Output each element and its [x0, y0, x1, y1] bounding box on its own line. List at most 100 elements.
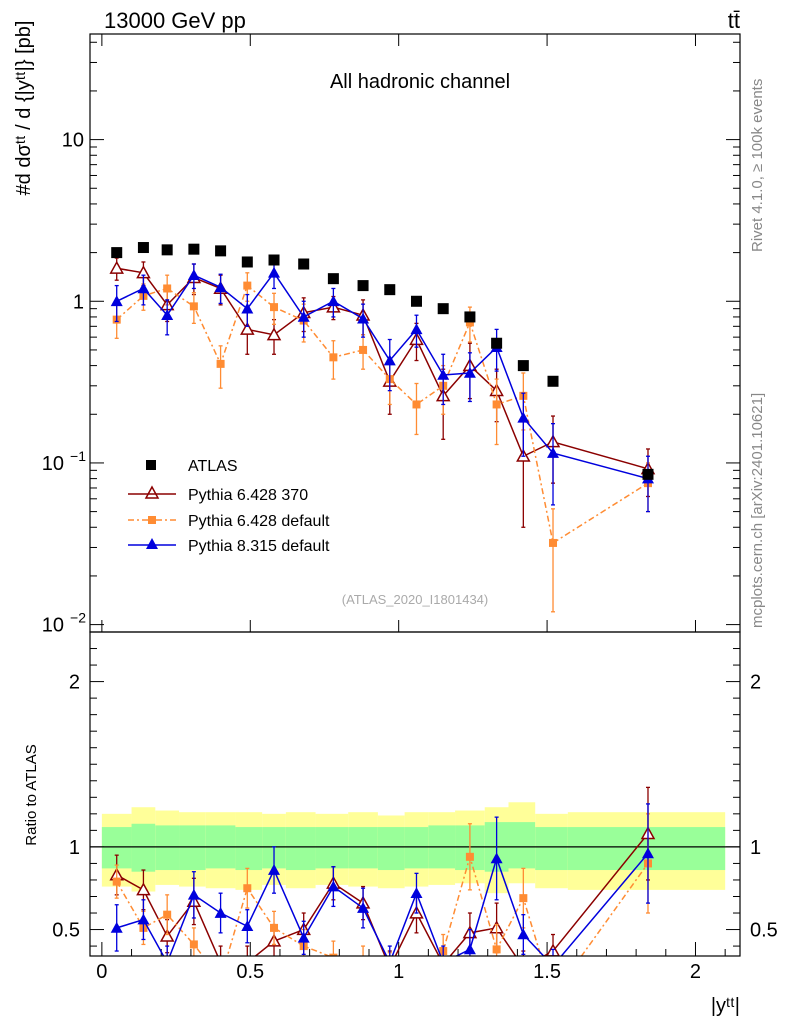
- main-series-2-marker: [549, 538, 558, 547]
- ratio-series-1-marker: [517, 962, 529, 973]
- ratio-series-2-marker: [412, 970, 420, 978]
- ratio-band-green: [535, 827, 568, 871]
- main-atlas-marker: [464, 311, 476, 323]
- ratio-series-3-marker: [110, 921, 123, 933]
- ratio-x-tick-label: 1: [393, 961, 404, 983]
- ratio-series-3-marker: [161, 957, 173, 968]
- main-series-2-marker: [189, 302, 198, 311]
- ratio-series-2-marker: [465, 852, 474, 861]
- ratio-series-3-marker: [327, 880, 340, 892]
- main-series-3-marker: [357, 312, 370, 324]
- main-atlas-marker: [491, 337, 503, 349]
- ratio-y-tick-label: 1: [69, 837, 80, 859]
- ratio-series-3-marker: [297, 931, 310, 943]
- ratio-band-green: [155, 825, 180, 871]
- ratio-series-3-marker: [241, 920, 254, 932]
- watermark: (ATLAS_2020_I1801434): [342, 592, 488, 607]
- ratio-y-tick-label-right: 1: [750, 837, 761, 859]
- ratio-band-green: [315, 827, 349, 869]
- main-series-1-marker: [109, 260, 124, 274]
- main-atlas-marker: [268, 254, 280, 266]
- main-series-1-marker: [266, 327, 282, 341]
- main-atlas-marker: [327, 273, 339, 285]
- ratio-y-tick-label-right: 2: [750, 672, 761, 694]
- ratio-y-label: Ratio to ATLAS: [23, 744, 40, 845]
- ratio-x-tick-label: 2: [690, 961, 701, 983]
- ratio-band-green: [235, 827, 263, 871]
- ratio-band-green: [377, 827, 405, 871]
- main-series-3-group: [110, 259, 654, 513]
- legend-label-p8-default: Pythia 8.315 default: [188, 538, 330, 555]
- ratio-series-3-marker: [214, 907, 227, 918]
- ratio-series-2-marker: [163, 910, 172, 919]
- main-atlas-marker: [215, 245, 227, 257]
- ratio-band-green: [179, 825, 206, 871]
- ratio-panel: 0.5 0.5 1 1 2 2 0 0.5 1 1.5 2 Ratio to ATLAS |yᵗᵗ|: [23, 631, 778, 1017]
- ratio-frame: [89, 631, 741, 957]
- main-series-3-marker: [187, 269, 200, 280]
- legend-label-atlas: ATLAS: [188, 458, 238, 475]
- rivet-label: Rivet 4.1.0, ≥ 100k events: [749, 79, 766, 252]
- ratio-series-1-marker: [159, 928, 175, 942]
- ratio-series-2-marker: [189, 940, 198, 949]
- main-series-1-marker: [240, 321, 255, 335]
- main-series-3-marker: [437, 368, 450, 380]
- main-series-1-line: [116, 267, 649, 470]
- main-title: All hadronic channel: [330, 71, 510, 93]
- main-series-3-marker: [161, 309, 174, 321]
- process-label: tt̄: [728, 8, 740, 33]
- main-atlas-marker: [437, 303, 449, 315]
- main-atlas-marker: [357, 280, 369, 292]
- main-series-2-marker: [329, 353, 338, 362]
- main-series-2-line: [116, 284, 649, 545]
- main-atlas-marker: [384, 284, 396, 296]
- main-series-3-marker: [268, 266, 281, 278]
- ratio-series-3-marker: [463, 943, 476, 955]
- ratio-series-2-line: [116, 854, 649, 956]
- ratio-series-2-marker: [243, 884, 252, 893]
- main-y-label: #d dσᵗᵗ / d {|yᵗᵗ|} [pb]: [13, 21, 35, 196]
- legend: ATLAS Pythia 6.428 370 Pythia 6.428 defa…: [128, 458, 330, 555]
- ratio-series-3-marker: [268, 864, 281, 875]
- legend-label-p6-370: Pythia 6.428 370: [188, 487, 308, 504]
- main-panel: 10 −2 10 −1 1 10 All hadronic channel #d dσᵗᵗ…: [13, 21, 741, 637]
- main-series-2-group: [112, 272, 652, 613]
- main-atlas-marker: [137, 242, 149, 254]
- main-y-tick-label: 10: [42, 453, 64, 475]
- main-atlas-marker: [517, 360, 529, 372]
- main-y-tick-exponent: −2: [70, 610, 86, 626]
- ratio-series-3-line: [116, 853, 649, 956]
- ratio-series-3-marker: [490, 852, 503, 864]
- legend-marker-p6-default: [148, 516, 156, 524]
- ratio-series-1-marker: [437, 958, 449, 969]
- main-series-3-marker: [463, 367, 476, 378]
- main-series-3-marker: [137, 282, 150, 294]
- ratio-y-tick-label-right: 0.5: [750, 920, 778, 942]
- main-series-3-marker: [214, 281, 227, 293]
- ratio-series-2-marker: [519, 894, 528, 903]
- main-atlas-marker: [188, 243, 200, 255]
- ratio-band-green: [348, 827, 378, 869]
- main-series-2-marker: [243, 281, 252, 290]
- main-series-3-marker: [517, 411, 530, 423]
- energy-label: 13000 GeV pp: [104, 8, 246, 33]
- ratio-series-3-marker: [357, 902, 370, 913]
- ratio-x-tick-label: 0.5: [236, 961, 264, 983]
- ratio-series-2-marker: [270, 923, 279, 932]
- ratio-x-tick-label: 1.5: [533, 961, 561, 983]
- main-series-2-marker: [359, 345, 368, 354]
- main-series-3-line: [116, 271, 649, 480]
- main-series-2-marker: [163, 284, 172, 293]
- main-series-2-marker: [492, 400, 501, 409]
- main-y-tick-label: 10: [62, 130, 84, 152]
- ratio-series-3-marker: [410, 887, 423, 898]
- main-series-3-marker: [410, 323, 423, 335]
- main-series-3-marker: [110, 295, 123, 307]
- main-series-2-marker: [216, 359, 225, 368]
- main-series-3-marker: [241, 302, 254, 314]
- main-series-2-marker: [270, 303, 279, 312]
- ratio-band-green: [404, 827, 429, 869]
- legend-label-p6-default: Pythia 6.428 default: [188, 513, 330, 530]
- legend-marker-p8-default: [146, 538, 158, 549]
